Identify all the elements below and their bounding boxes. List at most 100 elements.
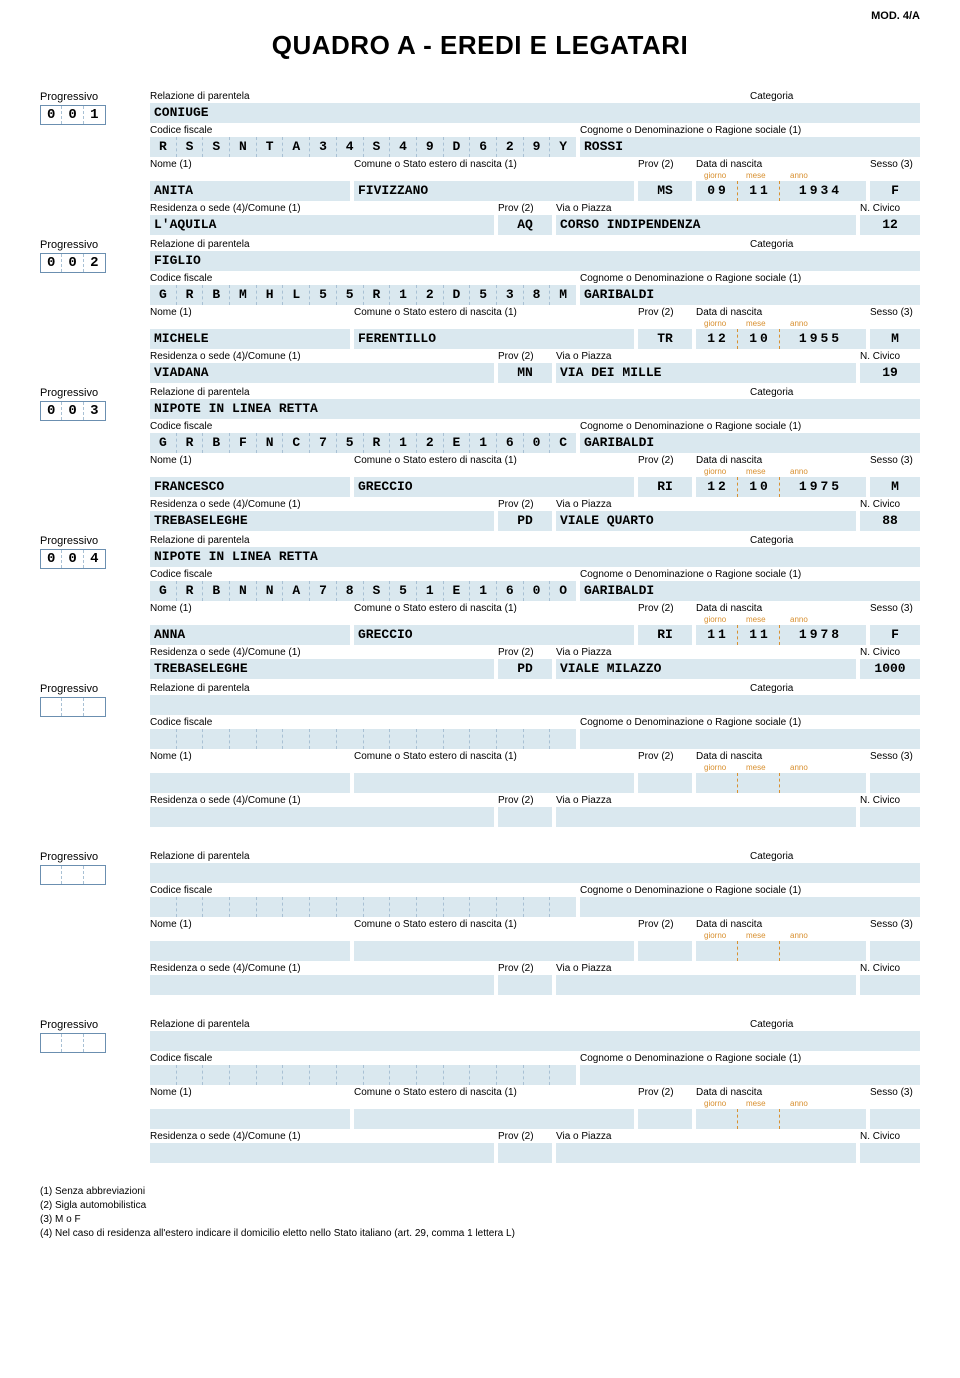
sesso-value[interactable]: F xyxy=(870,625,920,645)
prov-res-value[interactable]: AQ xyxy=(498,215,552,235)
prov-nascita-value[interactable] xyxy=(638,1109,692,1129)
nome-value[interactable]: MICHELE xyxy=(150,329,350,349)
comune-nascita-value[interactable]: FIVIZZANO xyxy=(354,181,634,201)
cf-box[interactable] xyxy=(150,897,576,917)
nome-value[interactable] xyxy=(150,941,350,961)
categoria-value[interactable] xyxy=(750,547,920,567)
comune-nascita-value[interactable] xyxy=(354,773,634,793)
prov-nascita-value[interactable]: RI xyxy=(638,625,692,645)
prov-res-value[interactable]: PD xyxy=(498,659,552,679)
residenza-value[interactable]: VIADANA xyxy=(150,363,494,383)
cf-box[interactable]: GRBFNC75R12E160C xyxy=(150,433,576,453)
cognome-value[interactable]: GARIBALDI xyxy=(580,285,920,305)
cf-box[interactable]: GRBMHL55R12D538M xyxy=(150,285,576,305)
prov-res-value[interactable] xyxy=(498,975,552,995)
residenza-value[interactable]: L'AQUILA xyxy=(150,215,494,235)
relazione-value[interactable]: CONIUGE xyxy=(150,103,750,123)
residenza-value[interactable] xyxy=(150,807,494,827)
civico-value[interactable] xyxy=(860,1143,920,1163)
residenza-value[interactable] xyxy=(150,1143,494,1163)
cognome-value[interactable]: ROSSI xyxy=(580,137,920,157)
sesso-value[interactable]: M xyxy=(870,329,920,349)
residenza-value[interactable]: TREBASELEGHE xyxy=(150,659,494,679)
date-box[interactable]: 12101955 xyxy=(696,329,866,349)
cognome-value[interactable] xyxy=(580,1065,920,1085)
relazione-value[interactable]: FIGLIO xyxy=(150,251,750,271)
residenza-value[interactable] xyxy=(150,975,494,995)
via-value[interactable]: CORSO INDIPENDENZA xyxy=(556,215,856,235)
sesso-value[interactable] xyxy=(870,773,920,793)
progressivo-box[interactable]: 001 xyxy=(40,105,106,125)
cognome-value[interactable] xyxy=(580,897,920,917)
cf-box[interactable]: RSSNTA34S49D629Y xyxy=(150,137,576,157)
categoria-value[interactable] xyxy=(750,1031,920,1051)
comune-nascita-value[interactable] xyxy=(354,1109,634,1129)
date-box[interactable] xyxy=(696,1109,866,1129)
via-value[interactable] xyxy=(556,807,856,827)
prov-nascita-value[interactable]: MS xyxy=(638,181,692,201)
cf-cell: S xyxy=(177,137,204,157)
nome-value[interactable]: FRANCESCO xyxy=(150,477,350,497)
residenza-value[interactable]: TREBASELEGHE xyxy=(150,511,494,531)
civico-value[interactable]: 19 xyxy=(860,363,920,383)
sesso-value[interactable] xyxy=(870,941,920,961)
categoria-value[interactable] xyxy=(750,103,920,123)
date-box[interactable] xyxy=(696,941,866,961)
civico-value[interactable] xyxy=(860,975,920,995)
cf-box[interactable] xyxy=(150,729,576,749)
via-value[interactable] xyxy=(556,1143,856,1163)
cf-box[interactable]: GRBNNA78S51E160O xyxy=(150,581,576,601)
prov-res-value[interactable] xyxy=(498,807,552,827)
comune-nascita-value[interactable]: GRECCIO xyxy=(354,625,634,645)
comune-nascita-value[interactable]: FERENTILLO xyxy=(354,329,634,349)
prov-nascita-value[interactable]: RI xyxy=(638,477,692,497)
date-box[interactable]: 09111934 xyxy=(696,181,866,201)
progressivo-box[interactable] xyxy=(40,1033,106,1053)
comune-nascita-value[interactable] xyxy=(354,941,634,961)
cognome-value[interactable]: GARIBALDI xyxy=(580,433,920,453)
categoria-value[interactable] xyxy=(750,399,920,419)
via-value[interactable] xyxy=(556,975,856,995)
relazione-value[interactable]: NIPOTE IN LINEA RETTA xyxy=(150,547,750,567)
progressivo-box[interactable]: 003 xyxy=(40,401,106,421)
prov-nascita-value[interactable] xyxy=(638,773,692,793)
cf-box[interactable] xyxy=(150,1065,576,1085)
nome-value[interactable]: ANNA xyxy=(150,625,350,645)
via-value[interactable]: VIALE QUARTO xyxy=(556,511,856,531)
nome-value[interactable] xyxy=(150,1109,350,1129)
sesso-value[interactable]: M xyxy=(870,477,920,497)
sesso-value[interactable]: F xyxy=(870,181,920,201)
prov-res-value[interactable] xyxy=(498,1143,552,1163)
via-value[interactable]: VIA DEI MILLE xyxy=(556,363,856,383)
cf-cell: G xyxy=(150,285,177,305)
comune-nascita-value[interactable]: GRECCIO xyxy=(354,477,634,497)
civico-value[interactable] xyxy=(860,807,920,827)
prov-res-value[interactable]: MN xyxy=(498,363,552,383)
nome-value[interactable]: ANITA xyxy=(150,181,350,201)
relazione-value[interactable]: NIPOTE IN LINEA RETTA xyxy=(150,399,750,419)
relazione-value[interactable] xyxy=(150,695,750,715)
nome-value[interactable] xyxy=(150,773,350,793)
categoria-value[interactable] xyxy=(750,863,920,883)
date-box[interactable]: 12101975 xyxy=(696,477,866,497)
progressivo-box[interactable]: 004 xyxy=(40,549,106,569)
categoria-value[interactable] xyxy=(750,251,920,271)
relazione-value[interactable] xyxy=(150,1031,750,1051)
date-box[interactable]: 11111978 xyxy=(696,625,866,645)
progressivo-box[interactable] xyxy=(40,697,106,717)
prov-nascita-value[interactable]: TR xyxy=(638,329,692,349)
progressivo-box[interactable]: 002 xyxy=(40,253,106,273)
cognome-value[interactable] xyxy=(580,729,920,749)
sesso-value[interactable] xyxy=(870,1109,920,1129)
civico-value[interactable]: 88 xyxy=(860,511,920,531)
civico-value[interactable]: 1000 xyxy=(860,659,920,679)
categoria-value[interactable] xyxy=(750,695,920,715)
cognome-value[interactable]: GARIBALDI xyxy=(580,581,920,601)
prov-res-value[interactable]: PD xyxy=(498,511,552,531)
prov-nascita-value[interactable] xyxy=(638,941,692,961)
relazione-value[interactable] xyxy=(150,863,750,883)
via-value[interactable]: VIALE MILAZZO xyxy=(556,659,856,679)
progressivo-box[interactable] xyxy=(40,865,106,885)
date-box[interactable] xyxy=(696,773,866,793)
civico-value[interactable]: 12 xyxy=(860,215,920,235)
